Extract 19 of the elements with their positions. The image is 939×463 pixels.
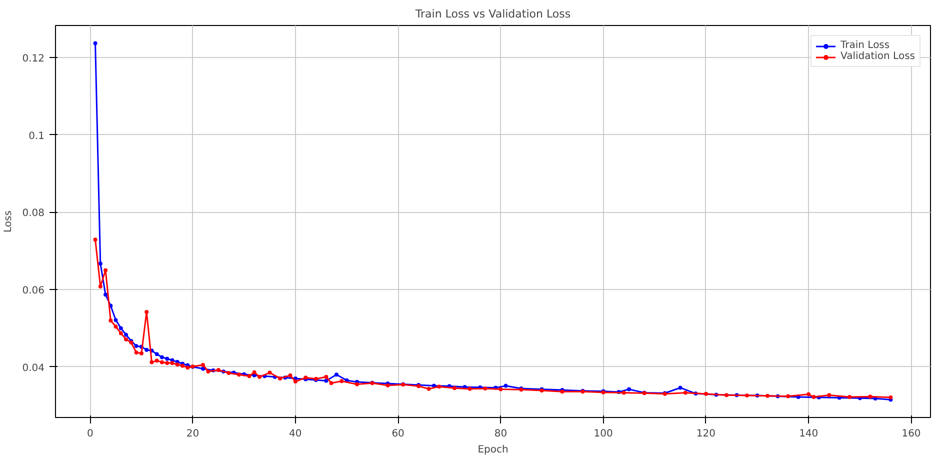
x-tick-label: 40: [289, 428, 302, 440]
x-tick-label: 60: [392, 428, 404, 440]
chart-title: Train Loss vs Validation Loss: [414, 8, 571, 20]
x-tick-label: 20: [186, 428, 200, 440]
x-axis-title: Epoch: [478, 444, 508, 456]
y-tick-label: 0.12: [22, 54, 44, 65]
legend-label: Train Loss: [840, 40, 890, 51]
y-tick-label: 0.04: [22, 362, 44, 374]
x-tick-label: 0: [86, 428, 94, 440]
x-tick-label: 140: [799, 428, 818, 440]
x-tick-label: 100: [594, 428, 613, 440]
y-axis-title: Loss: [3, 210, 14, 232]
legend-label: Validation Loss: [840, 51, 915, 62]
x-tick-label: 160: [902, 428, 921, 440]
x-tick-label: 120: [696, 428, 716, 440]
x-tick-label: 80: [494, 428, 508, 440]
y-tick-label: 0.08: [22, 208, 44, 220]
y-tick-label: 0.1: [28, 130, 45, 142]
y-tick-label: 0.06: [22, 286, 44, 297]
